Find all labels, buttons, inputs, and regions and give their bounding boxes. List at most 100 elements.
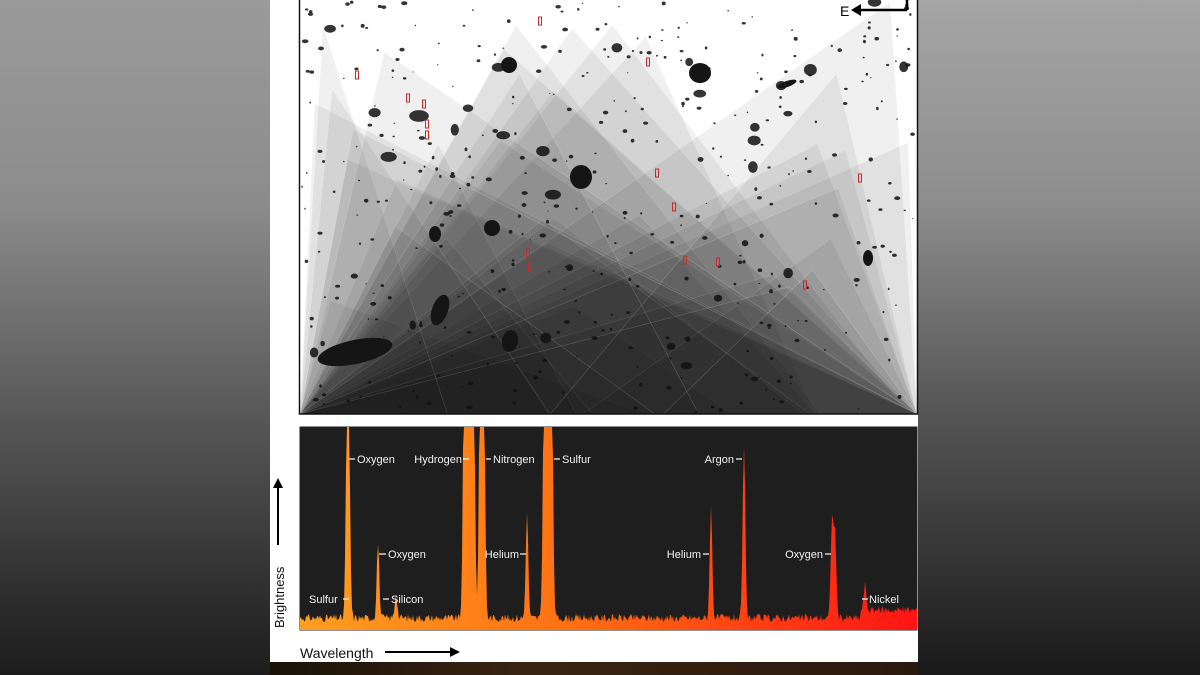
fan-overlay [300, 274, 917, 414]
galaxy [754, 187, 758, 191]
galaxy [471, 9, 474, 11]
galaxy [496, 131, 511, 140]
galaxy [861, 80, 864, 83]
galaxy [727, 174, 729, 177]
galaxy [384, 199, 388, 202]
galaxy [697, 156, 704, 162]
fan-overlay [300, 305, 733, 414]
emission-line-labels: Sulfur Oxygen Oxygen Silicon Hydrogen Nitroge… [309, 454, 899, 606]
galaxy [416, 129, 420, 132]
galaxy [358, 242, 362, 246]
galaxy [679, 49, 684, 53]
galaxy [892, 253, 897, 257]
galaxy [464, 147, 468, 152]
galaxy [556, 330, 561, 334]
galaxy [607, 55, 610, 58]
galaxy [832, 153, 838, 157]
fan-overlay [300, 237, 593, 414]
galaxy [467, 381, 474, 386]
galaxy [591, 336, 598, 341]
bright-galaxy [689, 63, 711, 83]
galaxy [391, 69, 395, 72]
galaxy [656, 54, 659, 57]
galaxy [761, 53, 764, 57]
fan-overlay [300, 90, 917, 414]
fan-overlay [300, 1, 917, 414]
galaxy [773, 303, 776, 305]
galaxy [536, 145, 550, 157]
slit-marker [538, 16, 542, 26]
galaxy [743, 159, 747, 162]
galaxy [769, 356, 774, 360]
galaxy [305, 171, 308, 174]
galaxy [897, 395, 902, 399]
galaxy [506, 19, 511, 24]
galaxy [418, 136, 426, 140]
galaxy [491, 335, 496, 339]
galaxy [372, 292, 375, 294]
galaxy [514, 132, 517, 136]
galaxy [886, 63, 890, 67]
galaxy [636, 365, 639, 368]
galaxy [648, 35, 652, 39]
galaxy [702, 236, 708, 240]
bright-galaxy [777, 79, 797, 89]
galaxy [566, 264, 574, 271]
galaxy [666, 342, 676, 351]
blurred-background-left [0, 0, 270, 675]
galaxy [368, 107, 381, 118]
galaxy [576, 355, 579, 357]
galaxy [610, 313, 613, 316]
galaxy [759, 233, 764, 238]
x-axis-arrow [385, 647, 460, 657]
slit-marker [858, 173, 862, 183]
galaxy [867, 26, 871, 30]
galaxy [713, 294, 723, 302]
galaxy [449, 174, 456, 178]
galaxy [791, 29, 794, 31]
galaxy [837, 48, 842, 53]
galaxy [568, 154, 574, 159]
galaxy [844, 331, 848, 334]
galaxy [650, 233, 655, 236]
galaxy [661, 29, 664, 31]
galaxy [563, 320, 570, 324]
galaxy [633, 406, 638, 410]
galaxy [769, 289, 773, 294]
galaxy [401, 1, 408, 6]
galaxy [680, 377, 683, 380]
galaxy [322, 159, 325, 164]
galaxy [363, 198, 369, 203]
galaxy [575, 207, 578, 210]
galaxy [517, 214, 521, 218]
galaxy [855, 284, 858, 287]
galaxy [594, 152, 597, 155]
galaxy [374, 318, 379, 321]
galaxy [844, 87, 848, 91]
galaxy [750, 122, 760, 132]
galaxy [457, 295, 460, 298]
galaxy [367, 123, 373, 127]
galaxy [462, 104, 474, 112]
galaxy [767, 166, 771, 169]
galaxy [466, 330, 472, 334]
emission-label: Helium [485, 549, 519, 561]
galaxy [448, 210, 454, 214]
galaxy [639, 51, 643, 55]
galaxy [680, 362, 693, 370]
galaxy [681, 101, 685, 106]
galaxy [865, 72, 869, 76]
emission-label: Sulfur [309, 594, 338, 606]
galaxy [581, 74, 585, 77]
galaxies [301, 0, 915, 414]
microshutter-fan-overlays [300, 1, 917, 414]
galaxy [310, 325, 313, 328]
galaxy [744, 373, 749, 377]
galaxy [308, 10, 313, 13]
galaxy [381, 5, 387, 10]
blurred-background-bottom [270, 662, 918, 675]
galaxy [832, 213, 839, 218]
fan-overlay [300, 28, 917, 414]
fan-overlay [300, 139, 917, 414]
galaxy [863, 35, 867, 38]
